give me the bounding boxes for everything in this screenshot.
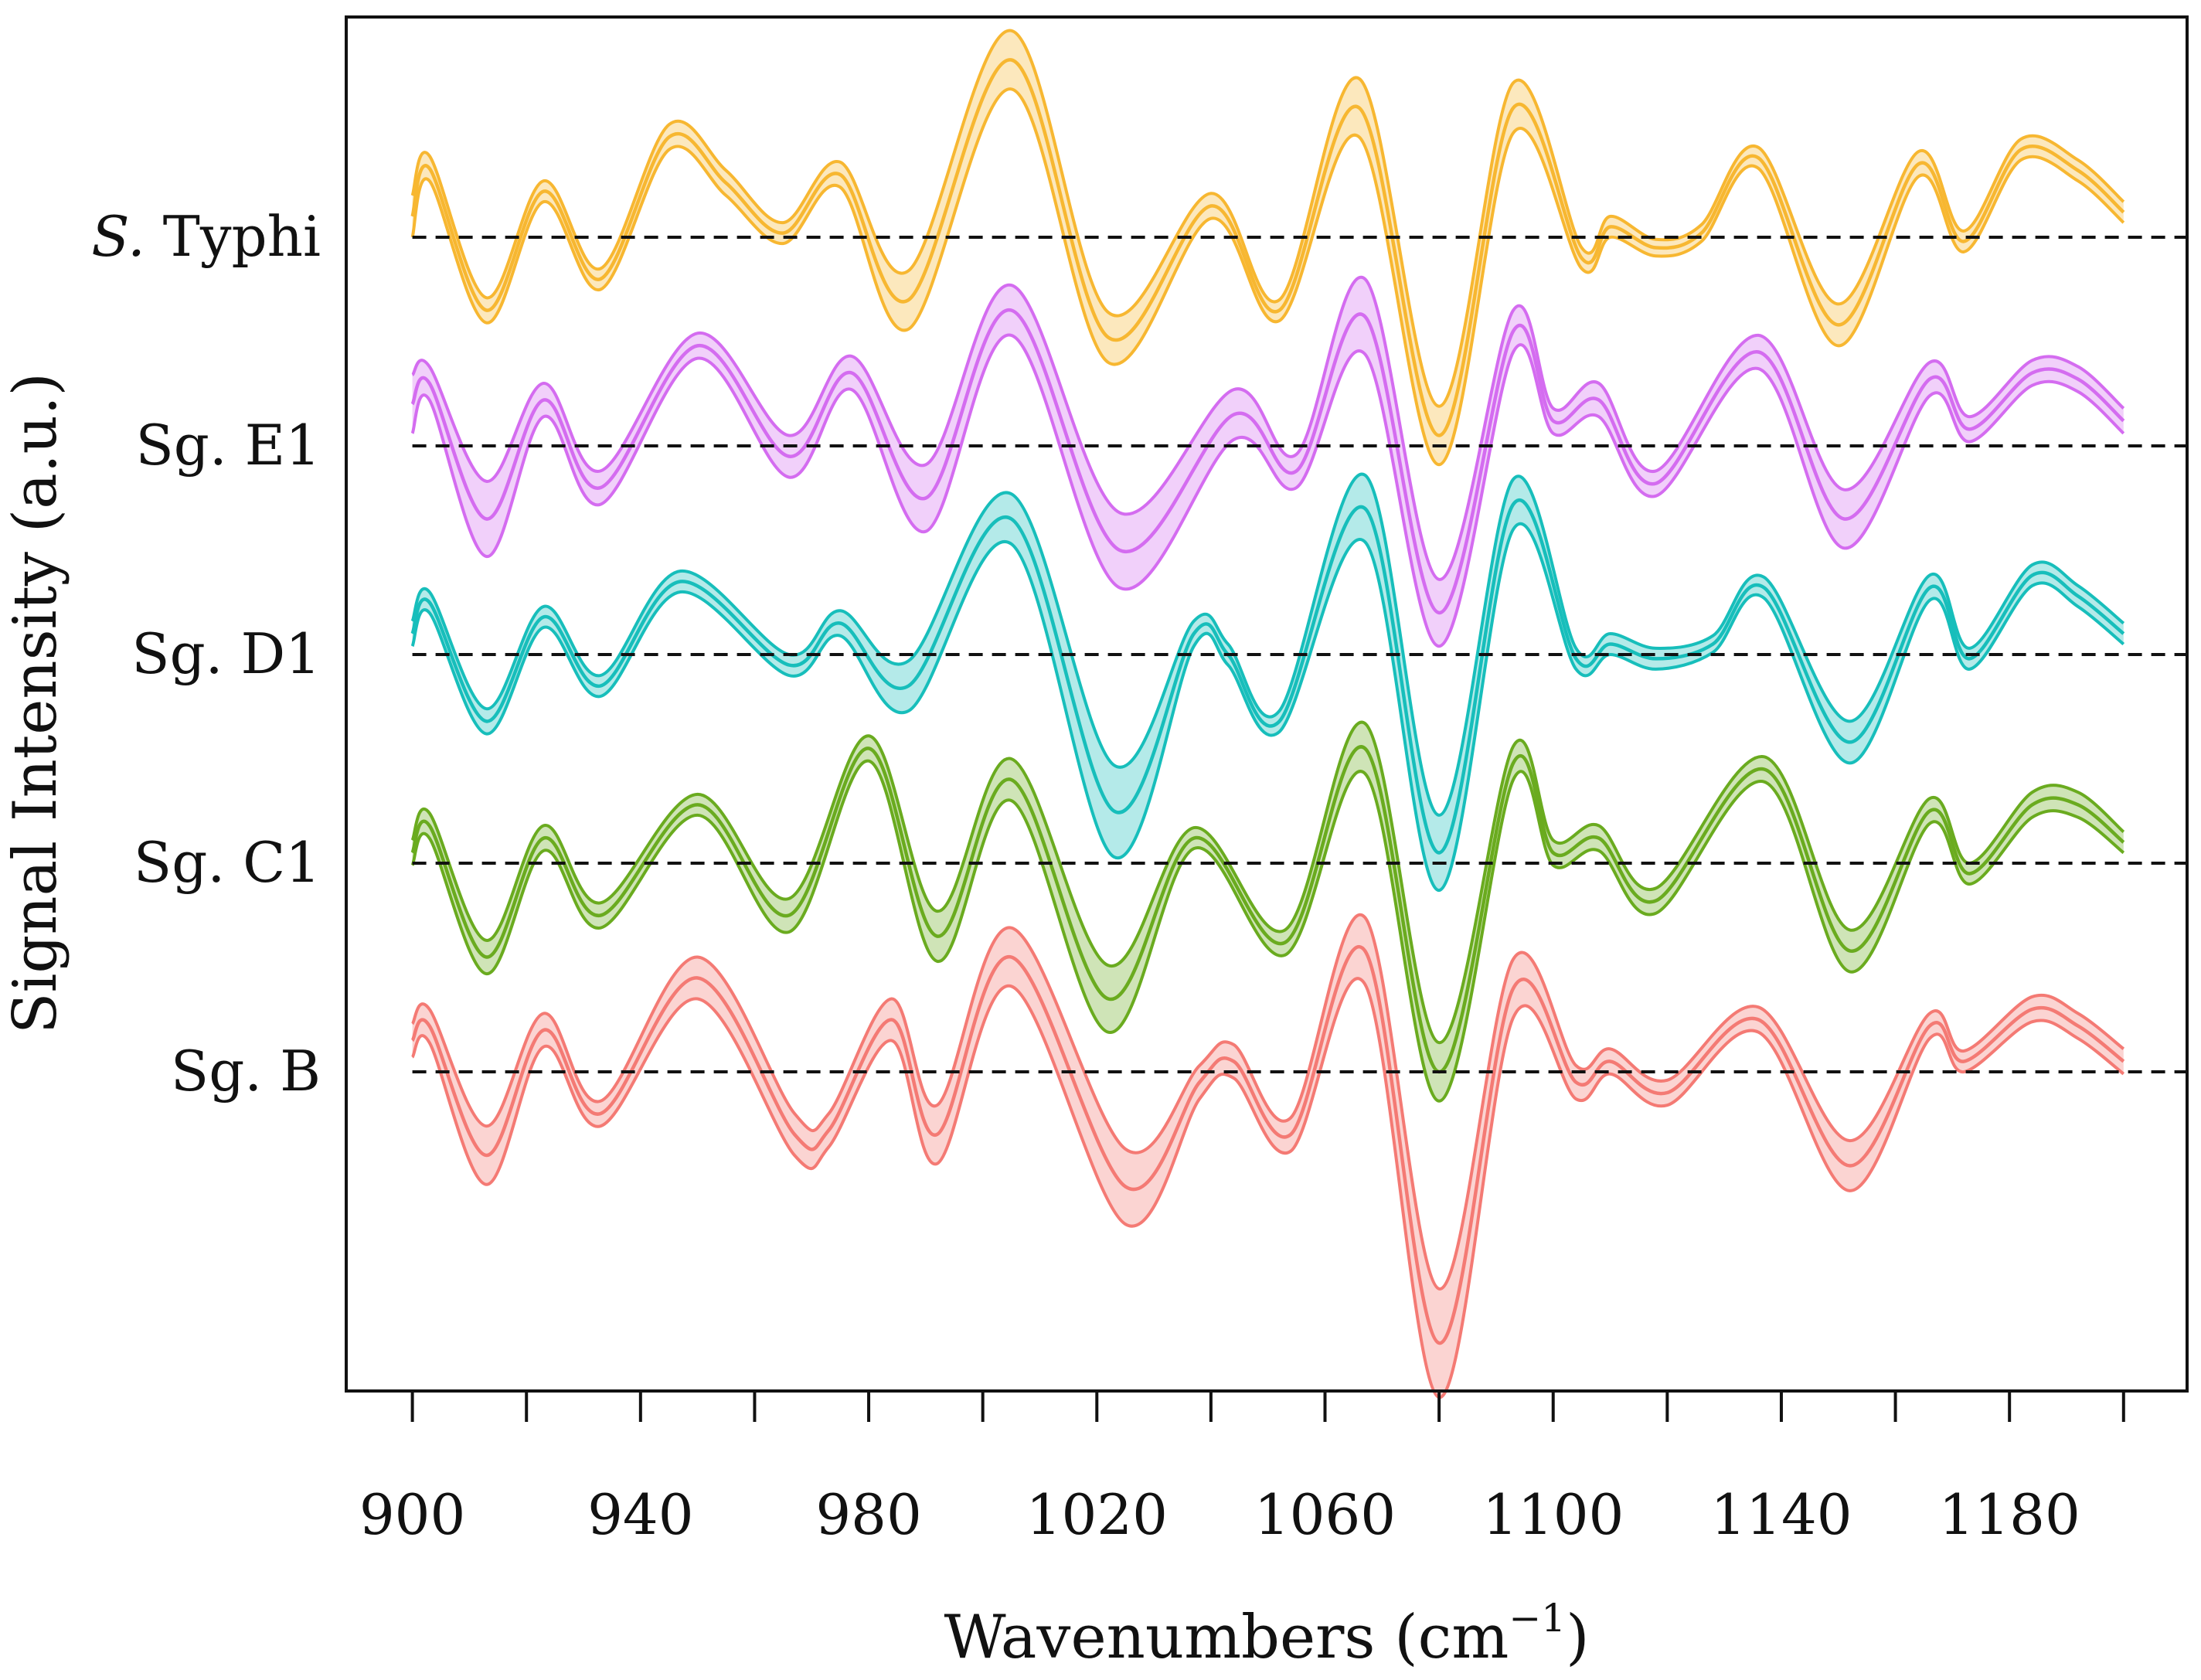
series-label-s-typhi: S. Typhi (91, 204, 321, 269)
x-tick-label-900: 900 (359, 1482, 465, 1547)
series-upper-line-sg-d1 (410, 472, 2125, 817)
baselines-group (412, 236, 2187, 1073)
series-band-sg-c1 (412, 722, 2124, 1101)
x-ticks-group: 900 940 980 1020 1060 1100 1140 1180 (359, 1391, 2125, 1547)
series-label-prefix: S. (91, 204, 145, 269)
x-tick-label-1180: 1180 (1939, 1482, 2080, 1547)
x-axis-title-close: ) (1566, 1603, 1589, 1672)
plot-frame (345, 15, 2189, 1393)
series-label-sg-e1: Sg. E1 (135, 413, 321, 478)
series-label-sg-c1: Sg. C1 (134, 830, 321, 895)
series-label-text: Typhi (145, 204, 321, 269)
series-label-sg-d1: Sg. D1 (131, 621, 321, 686)
series-lower-line-sg-c1 (410, 759, 2125, 1103)
series-s-typhi (410, 29, 2125, 467)
series-mean-line-sg-e1 (410, 308, 2125, 615)
series-band-s-typhi (412, 30, 2124, 465)
series-sg-c1 (410, 720, 2125, 1103)
series-mean-line-s-typhi (410, 58, 2125, 437)
series-sg-d1 (410, 472, 2125, 893)
x-axis-title: Wavenumbers (cm−1) (944, 1596, 1590, 1672)
series-label-sg-b: Sg. B (171, 1039, 321, 1104)
y-axis-title: Signal Intensity (a.u.) (1, 372, 70, 1034)
series-mean-line-sg-b (410, 945, 2125, 1345)
x-axis-title-sup: −1 (1509, 1596, 1566, 1641)
x-tick-label-1140: 1140 (1710, 1482, 1852, 1547)
series-lower-line-sg-d1 (410, 522, 2125, 893)
series-labels-group: S. Typhi Sg. E1 Sg. D1 Sg. C1 Sg. B (91, 204, 321, 1104)
series-group (410, 29, 2125, 1399)
series-lower-line-sg-b (410, 977, 2125, 1399)
x-tick-label-1020: 1020 (1026, 1482, 1168, 1547)
series-label-text: Sg. B (171, 1039, 321, 1104)
series-sg-e1 (410, 275, 2125, 648)
x-tick-label-1100: 1100 (1482, 1482, 1624, 1547)
series-label-text: Sg. D1 (131, 621, 321, 686)
series-lower-line-sg-e1 (410, 333, 2125, 648)
series-mean-line-sg-c1 (410, 745, 2125, 1074)
series-mean-line-sg-d1 (410, 498, 2125, 855)
series-upper-line-sg-b (410, 913, 2125, 1291)
x-tick-label-940: 940 (587, 1482, 693, 1547)
series-upper-line-sg-e1 (411, 275, 2125, 581)
x-tick-label-1060: 1060 (1254, 1482, 1396, 1547)
series-label-text: Sg. E1 (135, 413, 321, 478)
series-upper-line-s-typhi (410, 29, 2125, 408)
series-sg-b (410, 913, 2125, 1399)
series-upper-line-sg-c1 (410, 720, 2125, 1045)
x-tick-label-980: 980 (815, 1482, 921, 1547)
series-label-text: Sg. C1 (134, 830, 321, 895)
series-lower-line-s-typhi (410, 87, 2125, 467)
x-axis-title-main: Wavenumbers (cm (944, 1603, 1509, 1672)
